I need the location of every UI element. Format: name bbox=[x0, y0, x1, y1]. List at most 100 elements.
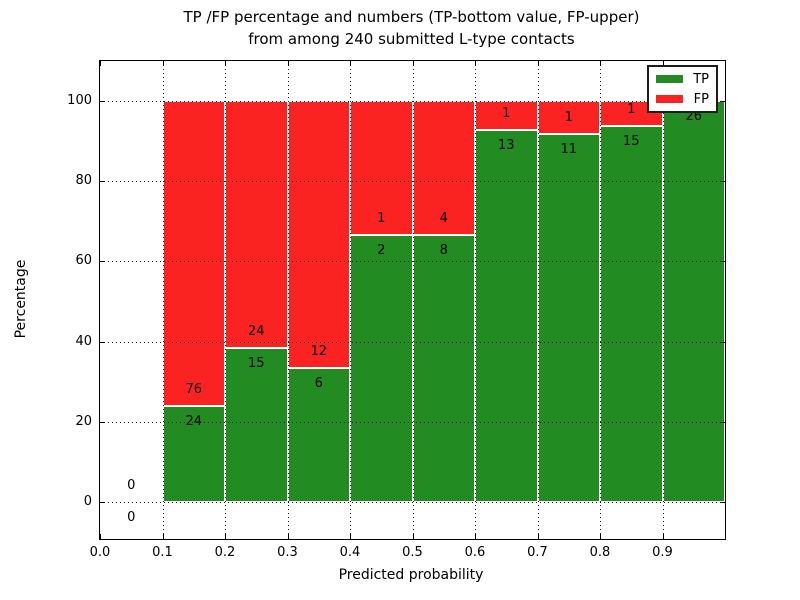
x-tick-mark-bottom bbox=[537, 534, 539, 539]
x-tick-mark-bottom bbox=[600, 534, 601, 539]
x-axis-label: Predicted probability bbox=[338, 567, 484, 583]
gridline-vertical bbox=[537, 61, 539, 539]
y-tick-mark-right bbox=[720, 421, 725, 423]
bar-segment-tp bbox=[537, 134, 600, 502]
legend-label-fp: FP bbox=[693, 91, 709, 107]
gridline-vertical bbox=[225, 61, 226, 539]
y-tick-mark-left bbox=[100, 261, 105, 263]
x-tick-mark-bottom bbox=[162, 534, 164, 539]
y-tick-label: 60 bbox=[75, 253, 92, 269]
bar-label-tp-count: 0 bbox=[127, 510, 136, 526]
bar-segment-tp bbox=[412, 234, 475, 502]
x-tick-mark-top bbox=[412, 61, 414, 66]
bar-segment-fp bbox=[162, 101, 225, 406]
x-tick-label: 0.3 bbox=[277, 545, 298, 560]
y-tick-mark-right bbox=[720, 341, 725, 343]
gridline-vertical bbox=[600, 61, 601, 539]
x-tick-label: 0.8 bbox=[589, 545, 611, 560]
bar-label-fp-count: 1 bbox=[627, 102, 636, 118]
bar-label-tp-count: 8 bbox=[439, 242, 448, 258]
bar-label-tp-count: 24 bbox=[185, 413, 203, 429]
tp-color-swatch bbox=[656, 75, 683, 83]
x-tick-mark-bottom bbox=[475, 534, 476, 539]
gridline-vertical bbox=[350, 61, 351, 539]
x-tick-mark-top bbox=[537, 61, 539, 66]
x-tick-label: 0.9 bbox=[652, 545, 673, 560]
gridline-vertical bbox=[662, 61, 664, 539]
bar-label-tp-count: 11 bbox=[560, 142, 578, 158]
gridline-vertical bbox=[412, 61, 414, 539]
legend: TP FP bbox=[647, 65, 718, 113]
y-tick-mark-right bbox=[720, 181, 725, 183]
x-tick-mark-top bbox=[600, 61, 601, 66]
bar-segment-tp bbox=[475, 129, 538, 502]
bar-label-fp-count: 4 bbox=[439, 210, 448, 226]
x-tick-label: 0.6 bbox=[464, 545, 486, 560]
x-tick-mark-bottom bbox=[350, 534, 351, 539]
x-tick-mark-top bbox=[287, 61, 289, 66]
x-tick-label: 0.0 bbox=[89, 545, 111, 560]
bar-segment-tp bbox=[225, 347, 288, 502]
legend-item-tp: TP bbox=[656, 73, 709, 86]
x-tick-mark-bottom bbox=[662, 534, 664, 539]
y-tick-mark-left bbox=[100, 101, 105, 102]
x-tick-mark-bottom bbox=[225, 534, 226, 539]
legend-label-tp: TP bbox=[693, 71, 709, 87]
chart-title-line2: from among 240 submitted L-type contacts bbox=[248, 30, 575, 48]
x-tick-mark-top bbox=[100, 61, 101, 66]
x-tick-label: 0.1 bbox=[152, 545, 173, 560]
x-tick-mark-top bbox=[225, 61, 226, 66]
y-tick-mark-left bbox=[100, 341, 105, 343]
bar-segment-fp bbox=[225, 101, 288, 348]
bar-label-tp-count: 6 bbox=[314, 376, 323, 392]
gridline-vertical bbox=[287, 61, 289, 539]
x-tick-mark-top bbox=[162, 61, 164, 66]
y-tick-mark-left bbox=[100, 502, 105, 503]
y-tick-mark-left bbox=[100, 181, 105, 183]
y-tick-label: 40 bbox=[75, 333, 92, 349]
x-tick-mark-bottom bbox=[100, 534, 101, 539]
y-tick-mark-left bbox=[100, 421, 105, 423]
y-tick-mark-right bbox=[720, 261, 725, 263]
x-tick-label: 0.2 bbox=[214, 545, 236, 560]
bar-label-tp-count: 13 bbox=[497, 137, 515, 153]
plot-area: 0 0 76 24 24 15 12 6 1 2 4 8 1 13 1 11 1 15 26 0.0 0.1 0.2 0.3… bbox=[67, 60, 726, 560]
y-tick-label: 0 bbox=[83, 494, 92, 509]
y-tick-label: 100 bbox=[67, 93, 92, 108]
x-tick-mark-top bbox=[350, 61, 351, 66]
gridline-horizontal bbox=[100, 341, 725, 343]
bar-label-fp-count: 76 bbox=[185, 381, 203, 397]
gridline-horizontal bbox=[100, 181, 725, 183]
gridline-horizontal bbox=[100, 421, 725, 423]
chart-title: TP /FP percentage and numbers (TP-bottom… bbox=[99, 6, 724, 50]
gridline-vertical bbox=[162, 61, 164, 539]
bar-label-fp-count: 24 bbox=[247, 323, 265, 339]
bar-segment-tp bbox=[662, 101, 725, 502]
x-tick-mark-bottom bbox=[412, 534, 414, 539]
x-tick-label: 0.4 bbox=[339, 545, 361, 560]
y-tick-label: 80 bbox=[75, 173, 92, 189]
bar-label-tp-count: 2 bbox=[377, 242, 386, 258]
bar-label-fp-count: 1 bbox=[377, 210, 386, 226]
gridline-vertical bbox=[475, 61, 476, 539]
gridline-horizontal bbox=[100, 261, 725, 263]
fp-color-swatch bbox=[656, 95, 683, 103]
x-tick-label: 0.7 bbox=[527, 545, 548, 560]
bar-label-fp-count: 0 bbox=[127, 477, 136, 493]
bar-label-fp-count: 1 bbox=[502, 105, 511, 121]
legend-item-fp: FP bbox=[656, 93, 709, 106]
bar-label-fp-count: 12 bbox=[310, 344, 328, 360]
y-tick-mark-right bbox=[720, 502, 725, 503]
chart-title-line1: TP /FP percentage and numbers (TP-bottom… bbox=[183, 8, 640, 26]
y-tick-label: 20 bbox=[75, 413, 92, 429]
x-tick-mark-top bbox=[662, 61, 664, 66]
x-tick-mark-top bbox=[475, 61, 476, 66]
x-tick-label: 0.5 bbox=[402, 545, 423, 560]
bar-segment-tp bbox=[350, 234, 413, 502]
bar-segment-fp bbox=[287, 101, 350, 369]
x-tick-mark-bottom bbox=[287, 534, 289, 539]
gridline-horizontal bbox=[100, 502, 725, 503]
bar-segment-tp bbox=[600, 126, 663, 502]
y-tick-mark-right bbox=[720, 101, 725, 102]
